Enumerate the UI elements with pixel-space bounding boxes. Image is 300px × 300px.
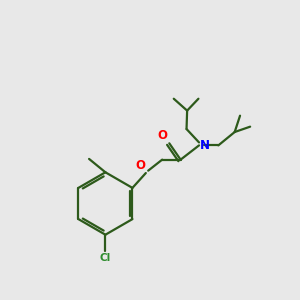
Text: O: O	[157, 128, 167, 142]
Text: Cl: Cl	[100, 253, 111, 262]
Text: O: O	[135, 159, 145, 172]
Text: N: N	[200, 139, 210, 152]
